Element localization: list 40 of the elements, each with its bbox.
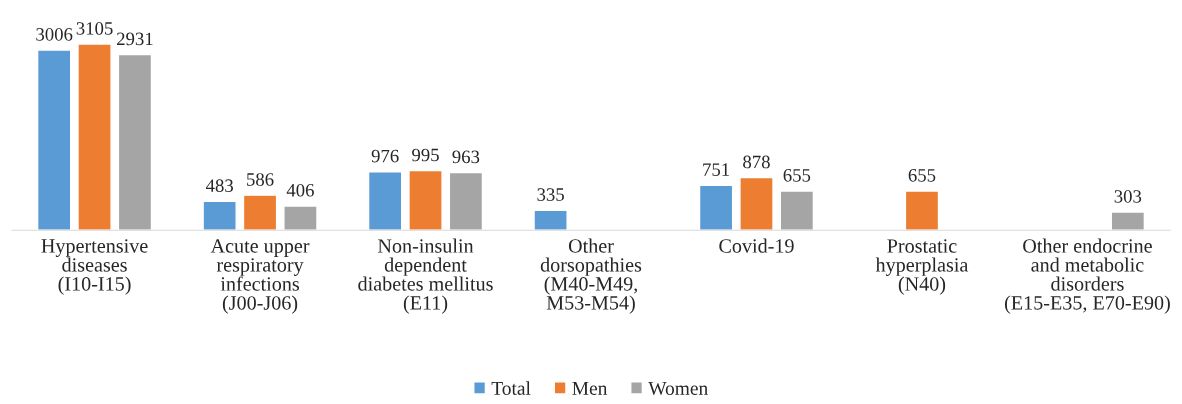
bar bbox=[283, 205, 318, 231]
bar bbox=[779, 190, 815, 231]
legend-label: Men bbox=[572, 381, 608, 395]
data-label: 2931 bbox=[117, 32, 153, 46]
bar bbox=[408, 169, 443, 231]
data-label: 655 bbox=[908, 169, 936, 182]
data-label: 303 bbox=[1114, 190, 1142, 203]
bar bbox=[77, 43, 112, 231]
bar bbox=[117, 53, 153, 231]
bar bbox=[904, 190, 940, 231]
data-label: 995 bbox=[412, 148, 439, 162]
x-tick-label: Covid-19 bbox=[719, 238, 794, 253]
x-tick-label: Non-insulin dependent diabetes mellitus (E11) bbox=[358, 238, 493, 314]
x-tick-label: Other dorsopathies (M40-M49, M53-M54) bbox=[540, 238, 642, 314]
data-label: 483 bbox=[205, 179, 233, 192]
bar bbox=[242, 194, 278, 231]
data-label: 3006 bbox=[36, 28, 73, 41]
bar bbox=[739, 176, 774, 231]
bar bbox=[448, 171, 484, 231]
x-tick-label: Prostatic hyperplasia (N40) bbox=[875, 239, 969, 295]
data-label: 751 bbox=[703, 163, 730, 176]
data-label: 586 bbox=[247, 173, 274, 186]
bar bbox=[1110, 211, 1146, 231]
data-label: 976 bbox=[371, 149, 399, 163]
bar bbox=[367, 171, 403, 231]
bar bbox=[202, 200, 237, 231]
bar bbox=[698, 184, 734, 231]
x-tick-label: Hypertensive diseases (I10-I15) bbox=[41, 239, 148, 295]
x-tick-label: Other endocrine and metabolic disorders (E15-E35, E70-E90) bbox=[1005, 238, 1170, 314]
bar bbox=[533, 209, 568, 231]
data-label: 406 bbox=[286, 183, 314, 197]
data-label: 878 bbox=[743, 155, 770, 169]
data-label: 3105 bbox=[76, 22, 113, 35]
legend-label: Women bbox=[648, 381, 708, 396]
data-label: 335 bbox=[537, 188, 564, 201]
x-tick-label: Acute upper respiratory infections (J00-J06) bbox=[210, 239, 310, 314]
data-label: 963 bbox=[452, 150, 480, 164]
bar bbox=[36, 49, 72, 231]
data-label: 655 bbox=[783, 169, 811, 182]
legend-label: Total bbox=[491, 381, 531, 395]
